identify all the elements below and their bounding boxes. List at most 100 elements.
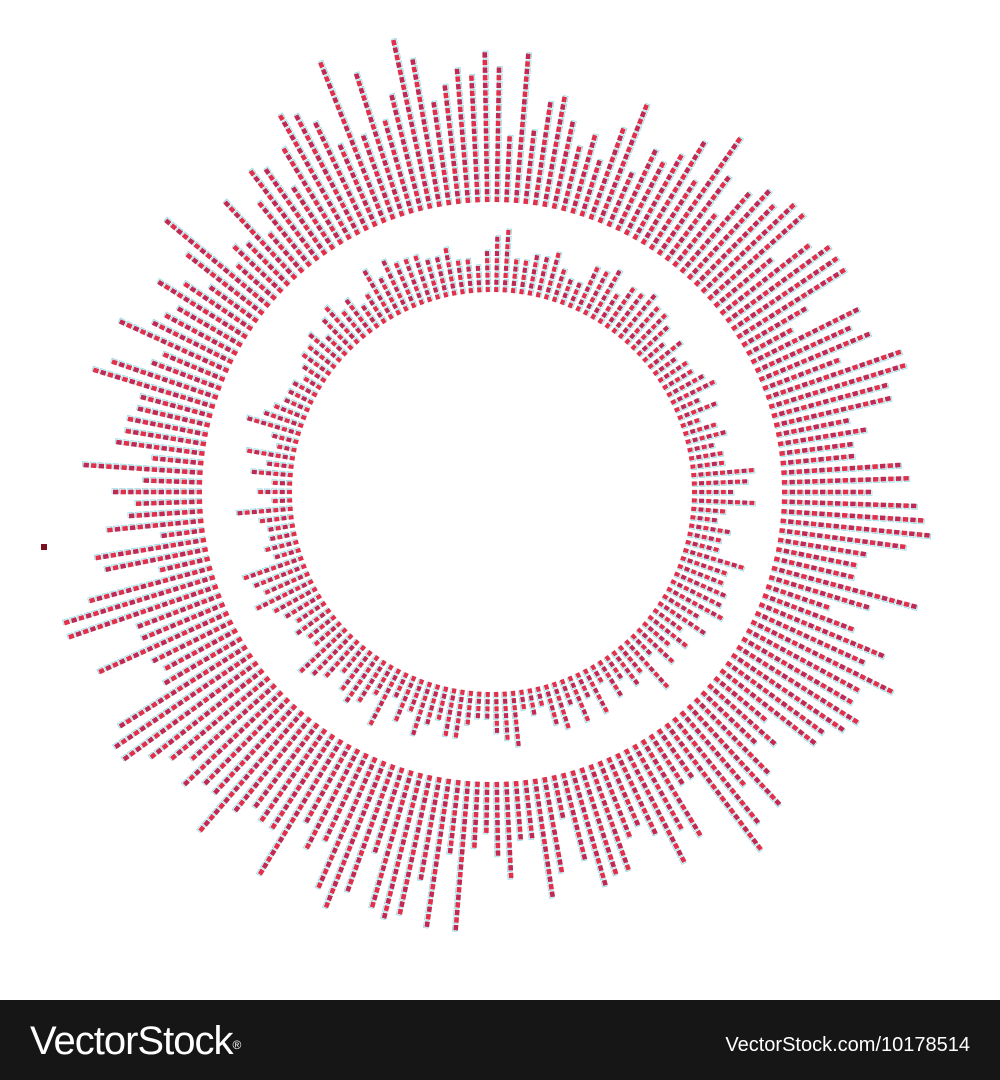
equalizer-bar <box>521 779 535 841</box>
equalizer-bar <box>271 585 318 614</box>
equalizer-bar <box>685 430 728 446</box>
equalizer-bar <box>245 446 296 461</box>
equalizer-bar <box>409 681 433 737</box>
equalizer-bar <box>526 688 537 717</box>
equalizer-bar <box>779 441 855 458</box>
equalizer-bar <box>110 357 219 400</box>
equalizer-bar <box>559 772 588 862</box>
equalizer-bar <box>322 638 360 679</box>
equalizer-bar <box>257 727 328 824</box>
equalizer-bar <box>719 243 813 317</box>
equalizer-bar <box>492 691 500 735</box>
equalizer-bar <box>442 83 463 205</box>
equalizer-bar <box>567 281 584 309</box>
equalizer-bar <box>745 327 795 357</box>
equalizer-bar <box>184 250 265 316</box>
equalizer-bar <box>139 392 213 419</box>
equalizer-bar <box>161 635 243 686</box>
equalizer-bar <box>463 690 474 727</box>
equalizer-bar <box>661 368 695 392</box>
equalizer-bar <box>762 357 842 393</box>
equalizer-bar <box>494 66 503 203</box>
equalizer-bar <box>103 545 209 572</box>
equalizer-bar <box>366 668 402 727</box>
equalizer-bar <box>337 142 379 228</box>
equalizer-bar <box>604 286 638 330</box>
equalizer-bar <box>182 279 254 332</box>
equalizer-bar <box>615 148 660 232</box>
equalizer-bar <box>781 475 911 487</box>
equalizer-bar <box>268 733 336 831</box>
equalizer-bar <box>382 118 415 215</box>
equalizer-bar <box>724 660 826 737</box>
equalizer-bar <box>550 681 571 731</box>
equalizer-bar <box>569 769 608 888</box>
equalizer-bar <box>151 454 204 466</box>
equalizer-bar <box>648 178 700 251</box>
equalizer-bar <box>741 306 810 349</box>
equalizer-bar <box>587 763 631 873</box>
equalizer-bar <box>271 479 293 486</box>
equalizer-bar <box>117 317 230 374</box>
equalizer-bar <box>693 203 778 288</box>
equalizer-bar <box>671 716 761 827</box>
equalizer-bar <box>596 760 633 840</box>
equalizer-bar <box>339 644 367 675</box>
equalizer-bar <box>670 579 723 610</box>
equalizer-bar <box>566 675 591 724</box>
equalizer-bar <box>632 153 686 241</box>
equalizer-bar <box>422 778 452 929</box>
equalizer-bar <box>682 547 746 572</box>
equalizer-bar <box>647 733 685 788</box>
equalizer-bar <box>475 264 483 293</box>
equalizer-bar <box>531 778 555 899</box>
equalizer-bar <box>661 593 701 621</box>
equalizer-bar <box>611 292 646 335</box>
equalizer-bar <box>517 689 527 711</box>
equalizer-bar <box>730 255 841 333</box>
equalizer-bar <box>636 324 672 358</box>
equalizer-bar <box>494 235 501 293</box>
equalizer-bar <box>482 50 491 203</box>
equalizer-bar <box>355 659 387 704</box>
equalizer-bar <box>771 565 919 611</box>
equalizer-bar <box>378 275 403 316</box>
equalizer-bar <box>782 489 873 496</box>
equalizer-bar <box>597 102 651 224</box>
equalizer-bar <box>688 450 725 462</box>
equalizer-bar <box>639 738 703 839</box>
equalizer-bar <box>768 574 871 612</box>
equalizer-bar <box>655 728 695 781</box>
equalizer-bar <box>342 654 380 704</box>
equalizer-bar <box>687 531 723 545</box>
equalizer-bar <box>324 333 349 357</box>
equalizer-bar <box>338 649 373 692</box>
equalizer-bar <box>673 397 702 414</box>
equalizer-bar <box>691 467 756 479</box>
equalizer-bar <box>504 134 514 203</box>
equalizer-bar <box>150 358 222 391</box>
equalizer-bar <box>527 253 541 296</box>
inner-equalizer-ring <box>235 228 756 748</box>
equalizer-bar <box>623 639 670 691</box>
equalizer-bar <box>175 304 244 348</box>
equalizer-bar <box>707 212 807 302</box>
equalizer-bar <box>283 396 311 413</box>
equalizer-bar <box>434 686 449 722</box>
equalizer-bar <box>700 202 798 295</box>
equalizer-bar <box>321 316 355 351</box>
equalizer-bar <box>114 438 205 457</box>
equalizer-bar <box>773 395 893 429</box>
equalizer-bar <box>267 230 306 274</box>
equalizer-bar <box>201 696 291 787</box>
equalizer-bar <box>642 341 667 364</box>
equalizer-bar <box>91 365 216 410</box>
equalizer-bar <box>251 562 307 588</box>
equalizer-bar <box>297 626 348 674</box>
equalizer-bar <box>758 601 886 661</box>
equalizer-bar <box>542 684 559 727</box>
equalizer-bar <box>271 496 293 504</box>
equalizer-bar <box>780 453 856 467</box>
equalizer-bar <box>745 627 861 695</box>
equalizer-bar <box>588 126 628 221</box>
